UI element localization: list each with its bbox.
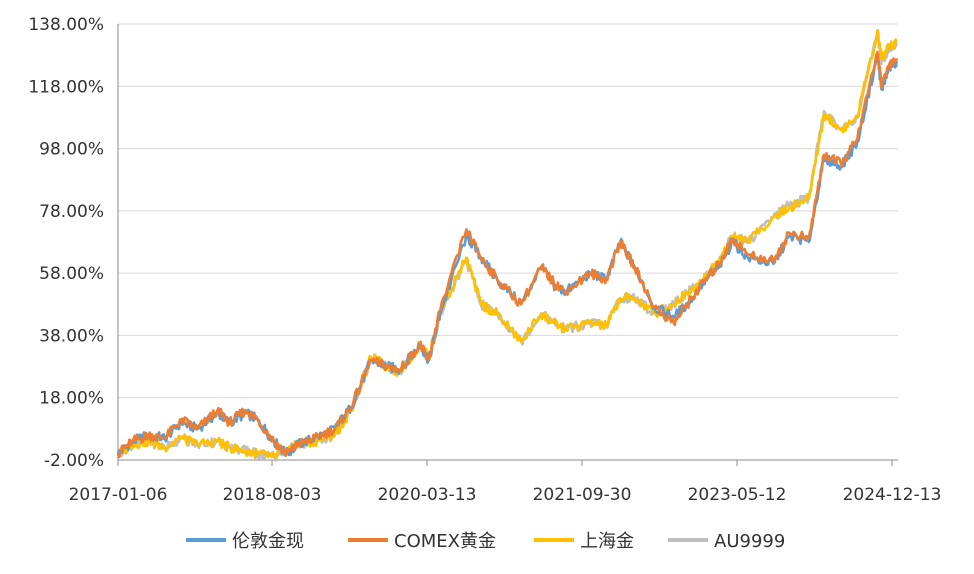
x-tick-label: 2023-05-12: [688, 485, 787, 505]
x-tick-label: 2021-09-30: [533, 485, 632, 505]
legend-label: 伦敦金现: [232, 531, 304, 552]
series-line-0: [116, 53, 898, 457]
x-axis-ticks: 2017-01-06 2018-08-03 2020-03-13 2021-09-30…: [69, 460, 942, 505]
y-axis-ticks: -2.00% 18.00% 38.00% 58.00% 78.00% 98.00% 118.…: [28, 15, 104, 471]
y-tick-label: 98.00%: [39, 140, 104, 160]
legend-label: AU9999: [714, 531, 785, 552]
x-tick-label: 2018-08-03: [223, 485, 322, 505]
y-tick-label: 138.00%: [28, 15, 104, 35]
legend-label: 上海金: [580, 531, 634, 552]
x-tick-label: 2024-12-13: [843, 485, 942, 505]
y-tick-label: 78.00%: [39, 202, 104, 222]
legend-label: COMEX黄金: [394, 531, 496, 552]
series-line-1: [116, 50, 898, 459]
legend: 伦敦金现 COMEX黄金 上海金 AU9999: [186, 531, 785, 552]
series-line-2: [117, 28, 898, 460]
x-tick-label: 2020-03-13: [378, 485, 477, 505]
y-tick-label: 118.00%: [28, 77, 104, 97]
grid: [117, 23, 898, 461]
y-tick-label: -2.00%: [44, 451, 104, 471]
series-lines: [116, 28, 898, 462]
series-line-3: [116, 29, 898, 462]
x-tick-label: 2017-01-06: [69, 485, 168, 505]
y-tick-label: 58.00%: [39, 264, 104, 284]
y-tick-label: 38.00%: [39, 326, 104, 346]
y-tick-label: 18.00%: [39, 389, 104, 409]
